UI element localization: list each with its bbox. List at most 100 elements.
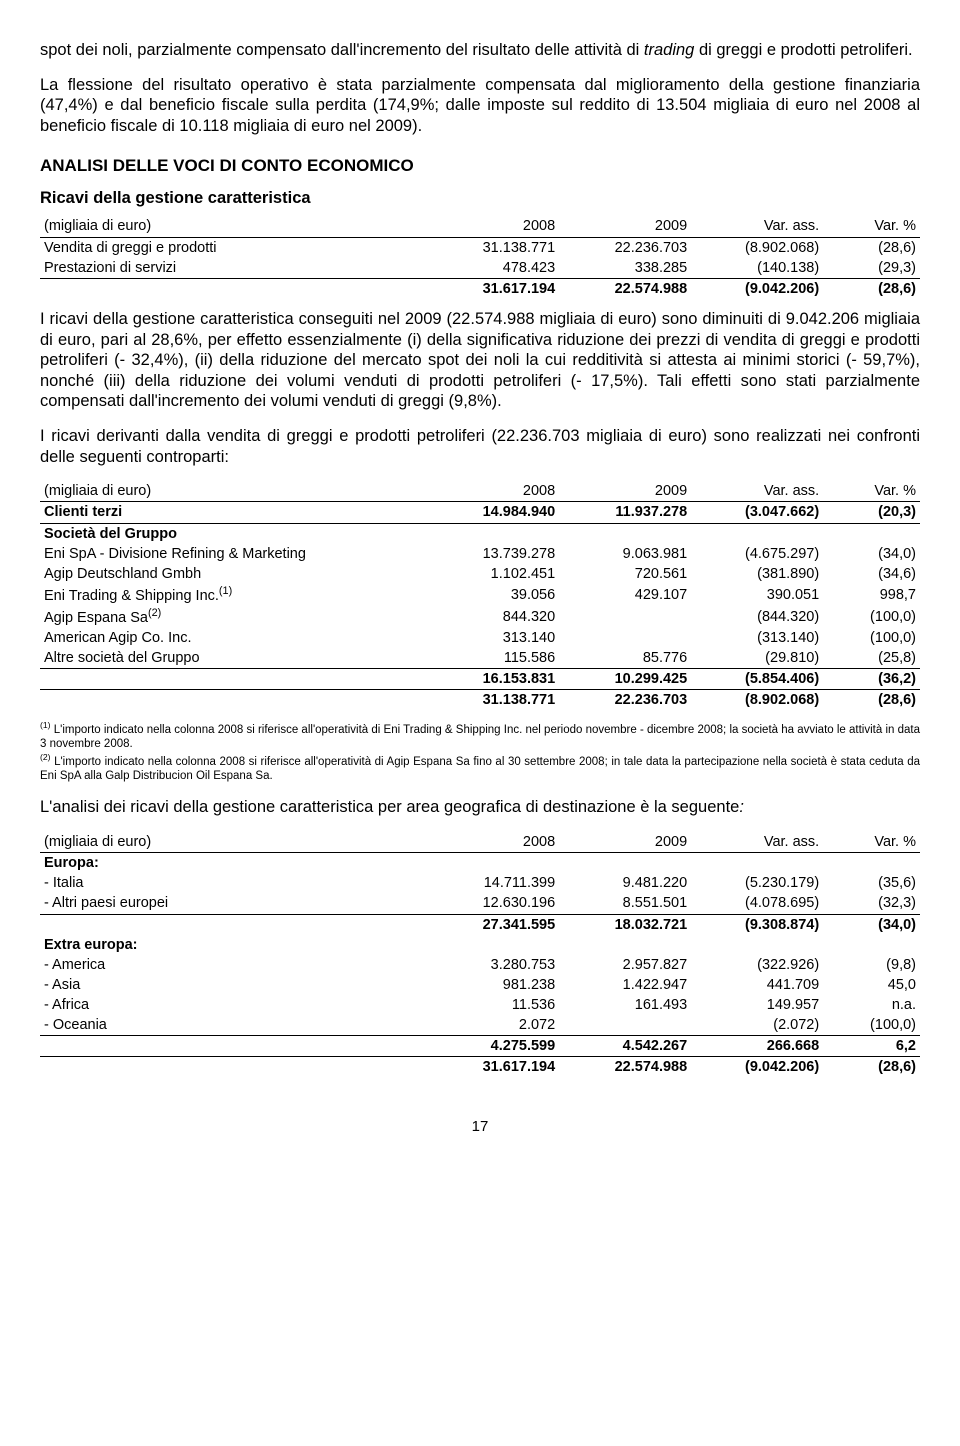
intro-text-a: spot dei noli, parzialmente compensato d…: [40, 41, 644, 59]
cell: (9.042.206): [691, 278, 823, 299]
cell: 31.617.194: [427, 1057, 559, 1078]
cell: (34,6): [823, 564, 920, 584]
cell: Agip Espana Sa(2): [40, 606, 427, 628]
col-label: (migliaia di euro): [40, 216, 427, 237]
table-row: Vendita di greggi e prodotti 31.138.771 …: [40, 237, 920, 258]
cell: 31.138.771: [427, 690, 559, 711]
cell: 22.574.988: [559, 278, 691, 299]
cell: 14.984.940: [427, 502, 559, 523]
cell: 390.051: [691, 584, 823, 606]
cell: 313.140: [427, 628, 559, 648]
cell: - America: [40, 955, 427, 975]
table-row-total: 31.138.771 22.236.703 (8.902.068) (28,6): [40, 690, 920, 711]
table-header-row: (migliaia di euro) 2008 2009 Var. ass. V…: [40, 216, 920, 237]
footnotes: (1) L'importo indicato nella colonna 200…: [40, 720, 920, 783]
cell: (9.042.206): [691, 1057, 823, 1078]
cell: 115.586: [427, 648, 559, 669]
table-row: - Italia 14.711.399 9.481.220 (5.230.179…: [40, 873, 920, 893]
cell: 429.107: [559, 584, 691, 606]
col-varass: Var. ass.: [691, 481, 823, 502]
col-varass: Var. ass.: [691, 216, 823, 237]
cell: 1.102.451: [427, 564, 559, 584]
cell: (3.047.662): [691, 502, 823, 523]
col-2008: 2008: [427, 216, 559, 237]
cell: Prestazioni di servizi: [40, 258, 427, 279]
table-ricavi-caratteristica: (migliaia di euro) 2008 2009 Var. ass. V…: [40, 216, 920, 299]
cell: (28,6): [823, 237, 920, 258]
table-row-subtotal: 16.153.831 10.299.425 (5.854.406) (36,2): [40, 669, 920, 690]
section-title-analisi: ANALISI DELLE VOCI DI CONTO ECONOMICO: [40, 155, 920, 176]
footnote-2: (2) L'importo indicato nella colonna 200…: [40, 752, 920, 784]
table-row: - Altri paesi europei 12.630.196 8.551.5…: [40, 893, 920, 914]
intro-italic: trading: [644, 41, 694, 59]
table-row: - America 3.280.753 2.957.827 (322.926) …: [40, 955, 920, 975]
cell: (140.138): [691, 258, 823, 279]
cell-sup: (1): [219, 585, 232, 597]
cell: 478.423: [427, 258, 559, 279]
table-row: Eni SpA - Divisione Refining & Marketing…: [40, 544, 920, 564]
cell-sup: (2): [148, 607, 161, 619]
col-2009: 2009: [559, 481, 691, 502]
cell: 12.630.196: [427, 893, 559, 914]
cell: (4.078.695): [691, 893, 823, 914]
cell: (25,8): [823, 648, 920, 669]
table-header-row: (migliaia di euro) 2008 2009 Var. ass. V…: [40, 481, 920, 502]
cell: 998,7: [823, 584, 920, 606]
cell: (9.308.874): [691, 914, 823, 935]
cell: 2.957.827: [559, 955, 691, 975]
cell: (4.675.297): [691, 544, 823, 564]
cell: 13.739.278: [427, 544, 559, 564]
cell: (20,3): [823, 502, 920, 523]
cell: 441.709: [691, 975, 823, 995]
cell: (35,6): [823, 873, 920, 893]
table-row: Prestazioni di servizi 478.423 338.285 (…: [40, 258, 920, 279]
cell: [40, 278, 427, 299]
cell: [40, 1036, 427, 1057]
cell: 11.937.278: [559, 502, 691, 523]
cell: [559, 628, 691, 648]
cell: - Africa: [40, 995, 427, 1015]
col-label: (migliaia di euro): [40, 481, 427, 502]
mid-para-2: I ricavi derivanti dalla vendita di greg…: [40, 426, 920, 467]
cell: Clienti terzi: [40, 502, 427, 523]
col-2008: 2008: [427, 832, 559, 853]
table-row-subtotal: 4.275.599 4.542.267 266.668 6,2: [40, 1036, 920, 1057]
mid-para-1: I ricavi della gestione caratteristica c…: [40, 309, 920, 412]
cell: 4.542.267: [559, 1036, 691, 1057]
table-controparti: (migliaia di euro) 2008 2009 Var. ass. V…: [40, 481, 920, 710]
table-row-group: Europa:: [40, 853, 920, 874]
cell: (28,6): [823, 1057, 920, 1078]
cell: (29.810): [691, 648, 823, 669]
cell: [559, 606, 691, 628]
bottom-para: L'analisi dei ricavi della gestione cara…: [40, 797, 920, 818]
table-row: Altre società del Gruppo 115.586 85.776 …: [40, 648, 920, 669]
table-row: Eni Trading & Shipping Inc.(1) 39.056 42…: [40, 584, 920, 606]
intro-text-b: di greggi e prodotti petroliferi.: [694, 41, 912, 59]
intro-para-1: spot dei noli, parzialmente compensato d…: [40, 40, 920, 61]
cell: (8.902.068): [691, 237, 823, 258]
cell: (5.854.406): [691, 669, 823, 690]
cell-text: Eni Trading & Shipping Inc.: [44, 588, 219, 604]
cell: - Altri paesi europei: [40, 893, 427, 914]
cell: 16.153.831: [427, 669, 559, 690]
cell: (381.890): [691, 564, 823, 584]
table-row: - Oceania 2.072 (2.072) (100,0): [40, 1015, 920, 1036]
cell: - Italia: [40, 873, 427, 893]
intro-para-2: La flessione del risultato operativo è s…: [40, 75, 920, 137]
page-number: 17: [40, 1118, 920, 1137]
col-label: (migliaia di euro): [40, 832, 427, 853]
cell: - Asia: [40, 975, 427, 995]
cell: Altre società del Gruppo: [40, 648, 427, 669]
cell: American Agip Co. Inc.: [40, 628, 427, 648]
cell: 981.238: [427, 975, 559, 995]
cell: 85.776: [559, 648, 691, 669]
cell: 9.481.220: [559, 873, 691, 893]
table-row: - Asia 981.238 1.422.947 441.709 45,0: [40, 975, 920, 995]
cell: Eni SpA - Divisione Refining & Marketing: [40, 544, 427, 564]
col-2009: 2009: [559, 216, 691, 237]
cell: (322.926): [691, 955, 823, 975]
cell: (9,8): [823, 955, 920, 975]
cell: 22.236.703: [559, 690, 691, 711]
cell: Eni Trading & Shipping Inc.(1): [40, 584, 427, 606]
cell: (32,3): [823, 893, 920, 914]
